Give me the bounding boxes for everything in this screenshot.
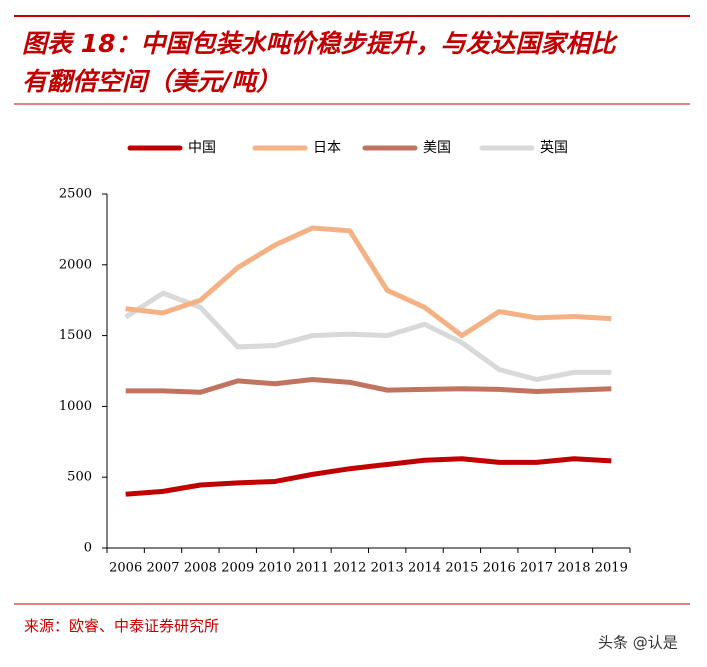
y-tick-label: 1500 [59, 328, 92, 343]
x-tick-label: 2015 [445, 561, 478, 576]
x-tick-label: 2006 [109, 561, 142, 576]
x-tick-label: 2017 [520, 561, 553, 576]
x-tick-label: 2019 [595, 561, 628, 576]
y-tick-label: 0 [84, 541, 92, 556]
x-tick-label: 2009 [221, 561, 254, 576]
x-tick-label: 2016 [483, 561, 516, 576]
watermark: 头条 @认是 [598, 634, 678, 652]
y-tick-label: 500 [67, 470, 92, 485]
source: 来源：欧睿、中泰证券研究所 [24, 617, 219, 635]
series-line [125, 225, 612, 339]
chart-title: 图表 18：中国包装水吨价稳步提升，与发达国家相比 [22, 29, 618, 58]
x-tick-label: 2018 [557, 561, 590, 576]
y-tick-label: 2500 [59, 187, 92, 202]
legend-label: 日本 [313, 140, 341, 156]
y-tick-label: 2000 [59, 257, 92, 272]
x-tick-label: 2012 [333, 561, 366, 576]
x-tick-label: 2011 [296, 561, 329, 576]
series-line [125, 376, 612, 395]
chart-title: 有翻倍空间（美元/吨） [22, 67, 281, 96]
legend-label: 美国 [423, 140, 451, 156]
x-tick-label: 2014 [408, 561, 441, 576]
legend-label: 英国 [540, 139, 568, 156]
series-line [125, 456, 612, 497]
x-tick-label: 2013 [371, 561, 404, 576]
x-tick-label: 2010 [259, 561, 292, 576]
legend-label: 中国 [188, 140, 216, 156]
x-tick-label: 2007 [146, 561, 179, 576]
x-tick-label: 2008 [184, 561, 217, 576]
series-line [124, 290, 612, 382]
y-tick-label: 1000 [59, 399, 92, 414]
